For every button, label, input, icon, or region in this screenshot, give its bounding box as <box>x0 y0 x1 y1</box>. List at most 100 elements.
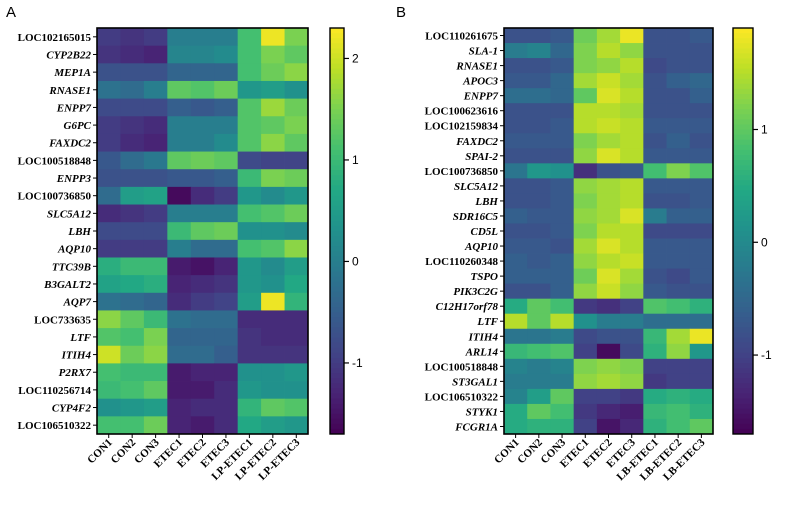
heatmap-cell <box>120 345 145 364</box>
heatmap-cell <box>143 257 168 276</box>
colorbar-segment <box>330 104 344 110</box>
colorbar-segment <box>733 68 753 75</box>
heatmap-cell <box>620 103 644 119</box>
heatmap-cell <box>550 298 575 315</box>
column-label: CON1 <box>85 437 115 467</box>
heatmap-cell <box>596 283 621 300</box>
colorbar-segment <box>330 73 344 80</box>
heatmap-cell <box>504 373 528 390</box>
colorbar-segment <box>733 119 753 125</box>
heatmap-cell <box>620 133 644 149</box>
colorbar-segment <box>733 200 753 207</box>
colorbar-segment <box>330 332 344 338</box>
colorbar-segment <box>330 180 344 186</box>
heatmap-cell <box>573 208 598 224</box>
heatmap-cell <box>97 363 121 382</box>
colorbar-segment <box>330 93 344 100</box>
heatmap-cell <box>504 43 528 59</box>
heatmap-cell <box>284 239 309 258</box>
colorbar-segment <box>733 88 753 95</box>
colorbar-segment <box>733 144 753 151</box>
colorbar-segment <box>733 251 753 257</box>
heatmap-cell <box>573 268 598 285</box>
colorbar-segment <box>330 428 344 435</box>
colorbar-segment <box>733 124 753 130</box>
colorbar-tick-label: 0 <box>761 235 768 249</box>
heatmap-cell <box>190 204 215 223</box>
heatmap-cell <box>214 133 239 152</box>
row-label: LTF <box>476 316 498 328</box>
colorbar-segment <box>330 114 344 120</box>
heatmap-cell <box>214 345 239 364</box>
colorbar-segment <box>330 281 344 288</box>
heatmap-cell <box>573 358 598 375</box>
heatmap-cell <box>689 373 714 390</box>
row-label: PIK3C2G <box>453 286 498 298</box>
heatmap-cell <box>666 253 691 269</box>
heatmap-cell <box>643 343 667 360</box>
heatmap-cell <box>190 257 215 276</box>
heatmap-cell <box>527 268 551 285</box>
heatmap-cell <box>214 363 239 382</box>
heatmap-cell <box>527 163 551 179</box>
colorbar-segment <box>330 205 344 212</box>
heatmap-cell <box>573 403 598 420</box>
heatmap-cell <box>620 388 644 405</box>
row-label: LOC102165015 <box>18 32 92 44</box>
heatmap-cell <box>596 118 621 134</box>
heatmap-cell <box>97 45 121 64</box>
heatmap-cell <box>284 204 309 223</box>
row-label: SLA-1 <box>469 46 498 58</box>
heatmap-cell <box>643 118 667 134</box>
heatmap-cell <box>573 103 598 119</box>
row-label: LOC100736850 <box>18 191 92 203</box>
row-label: P2RX7 <box>59 367 92 379</box>
heatmap-cell <box>120 416 145 435</box>
heatmap-cell <box>550 163 575 179</box>
row-label: SPAI-2 <box>465 151 498 163</box>
heatmap-cell <box>237 381 262 400</box>
colorbar-segment <box>330 378 344 384</box>
colorbar-segment <box>733 378 753 384</box>
heatmap-cell <box>504 283 528 300</box>
heatmap-cell <box>284 292 309 311</box>
heatmap-cell <box>550 118 575 134</box>
colorbar-segment <box>733 342 753 349</box>
colorbar-segment <box>330 190 344 196</box>
heatmap-cell <box>550 328 575 345</box>
colorbar-segment <box>733 393 753 399</box>
heatmap-cell <box>120 45 145 64</box>
heatmap-cell <box>666 283 691 300</box>
heatmap-cell <box>643 28 667 44</box>
column-label: CON1 <box>492 437 522 467</box>
heatmap-cell <box>237 204 262 223</box>
row-label: CD5L <box>471 226 499 238</box>
colorbar-segment <box>330 296 344 303</box>
heatmap-cell <box>596 58 621 74</box>
heatmap-cell <box>284 186 309 205</box>
heatmap-cell <box>143 204 168 223</box>
heatmap-cell <box>214 151 239 170</box>
heatmap-cell <box>190 222 215 241</box>
heatmap-cell <box>643 253 667 269</box>
heatmap-cell <box>261 363 285 382</box>
heatmap-cell <box>261 28 285 47</box>
colorbar-segment <box>733 266 753 272</box>
heatmap-cell <box>143 169 168 188</box>
colorbar-segment <box>330 119 344 125</box>
heatmap-cell <box>120 257 145 276</box>
heatmap-cell <box>620 328 644 345</box>
heatmap-cell <box>143 345 168 364</box>
heatmap-cell <box>97 98 121 117</box>
heatmap-cell <box>284 116 309 135</box>
heatmap-cell <box>504 178 528 194</box>
heatmap-cell <box>143 363 168 382</box>
heatmap-cell <box>689 313 714 330</box>
heatmap-cell <box>120 328 145 347</box>
heatmap-cell <box>527 358 551 375</box>
row-label: LOC106510322 <box>18 420 92 432</box>
heatmap-cell <box>143 45 168 64</box>
heatmap-cell <box>550 358 575 375</box>
heatmap-cell <box>167 310 192 329</box>
heatmap-cell <box>97 345 121 364</box>
